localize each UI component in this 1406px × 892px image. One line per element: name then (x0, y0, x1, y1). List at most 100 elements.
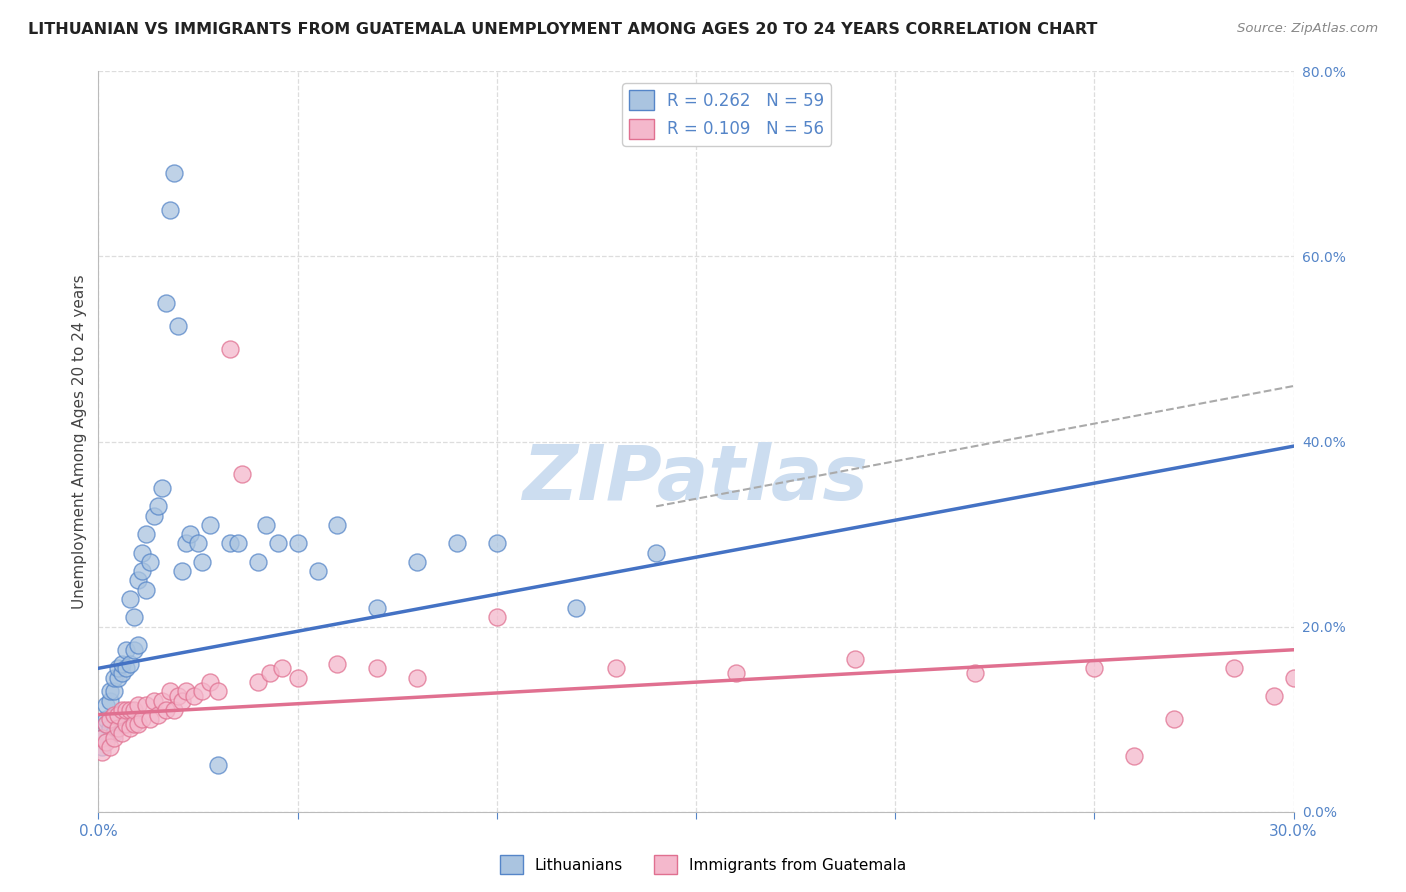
Point (120, 722, 142, 736)
Point (96, 716, 118, 731)
Point (96, 716, 118, 731)
Point (183, 689, 205, 703)
Point (267, 536, 290, 550)
Point (1282, 671, 1305, 685)
Point (565, 601, 588, 615)
Point (131, 564, 153, 578)
Legend: Lithuanians, Immigrants from Guatemala: Lithuanians, Immigrants from Guatemala (494, 849, 912, 880)
Point (207, 684, 229, 698)
Point (98, 694, 122, 708)
Point (96, 735, 118, 749)
Point (124, 610, 146, 624)
Point (159, 203, 181, 218)
Point (485, 610, 508, 624)
Point (107, 716, 129, 731)
Point (103, 707, 125, 722)
Point (446, 536, 468, 550)
Point (120, 591, 142, 606)
Point (150, 694, 173, 708)
Point (127, 698, 149, 713)
Point (167, 318, 190, 333)
Point (103, 731, 125, 745)
Point (366, 661, 388, 675)
Point (1083, 661, 1105, 675)
Point (91, 739, 114, 754)
Point (148, 500, 170, 514)
Point (120, 657, 142, 671)
Point (406, 555, 429, 569)
Point (143, 694, 166, 708)
Point (96, 698, 118, 713)
Point (226, 536, 249, 550)
Point (207, 758, 229, 772)
Point (107, 707, 129, 722)
Point (135, 582, 157, 597)
Point (485, 536, 508, 550)
Point (844, 652, 866, 666)
Point (724, 665, 747, 680)
Point (1123, 749, 1146, 764)
Point (115, 661, 138, 675)
Point (127, 716, 149, 731)
Legend: R = 0.262   N = 59, R = 0.109   N = 56: R = 0.262 N = 59, R = 0.109 N = 56 (623, 83, 831, 145)
Point (111, 703, 134, 717)
Point (103, 726, 125, 740)
Point (174, 536, 197, 550)
Point (111, 665, 134, 680)
Point (111, 726, 134, 740)
Point (163, 703, 186, 717)
Point (270, 661, 292, 675)
Point (326, 517, 349, 532)
Point (307, 564, 329, 578)
Point (91, 731, 114, 745)
Point (98, 684, 122, 698)
Point (115, 716, 138, 731)
Point (111, 657, 134, 671)
Point (159, 684, 181, 698)
Point (139, 555, 162, 569)
Point (366, 601, 388, 615)
Point (91, 745, 114, 759)
Point (326, 657, 349, 671)
Point (287, 536, 309, 550)
Point (191, 555, 214, 569)
Point (131, 712, 153, 726)
Point (963, 665, 986, 680)
Point (103, 671, 125, 685)
Point (115, 703, 138, 717)
Point (198, 675, 221, 690)
Point (107, 661, 129, 675)
Point (111, 707, 134, 722)
Point (174, 684, 197, 698)
Point (96, 712, 118, 726)
Point (198, 517, 221, 532)
Point (124, 716, 146, 731)
Point (148, 707, 170, 722)
Point (1263, 689, 1285, 703)
Point (246, 555, 269, 569)
Point (191, 684, 214, 698)
Point (124, 703, 146, 717)
Point (98, 739, 122, 754)
Point (246, 675, 269, 690)
Point (124, 642, 146, 657)
Point (179, 527, 201, 541)
Point (605, 661, 627, 675)
Point (103, 684, 125, 698)
Point (219, 342, 242, 356)
Point (645, 545, 668, 560)
Point (219, 536, 242, 550)
Point (98, 712, 122, 726)
Point (724, 111, 747, 125)
Point (127, 638, 149, 652)
Point (98, 722, 122, 736)
Point (107, 671, 129, 685)
Point (120, 703, 142, 717)
Point (172, 564, 194, 578)
Point (406, 671, 429, 685)
Point (91, 731, 114, 745)
Point (127, 574, 149, 588)
Point (155, 703, 177, 717)
Point (143, 508, 166, 523)
Text: Source: ZipAtlas.com: Source: ZipAtlas.com (1237, 22, 1378, 36)
